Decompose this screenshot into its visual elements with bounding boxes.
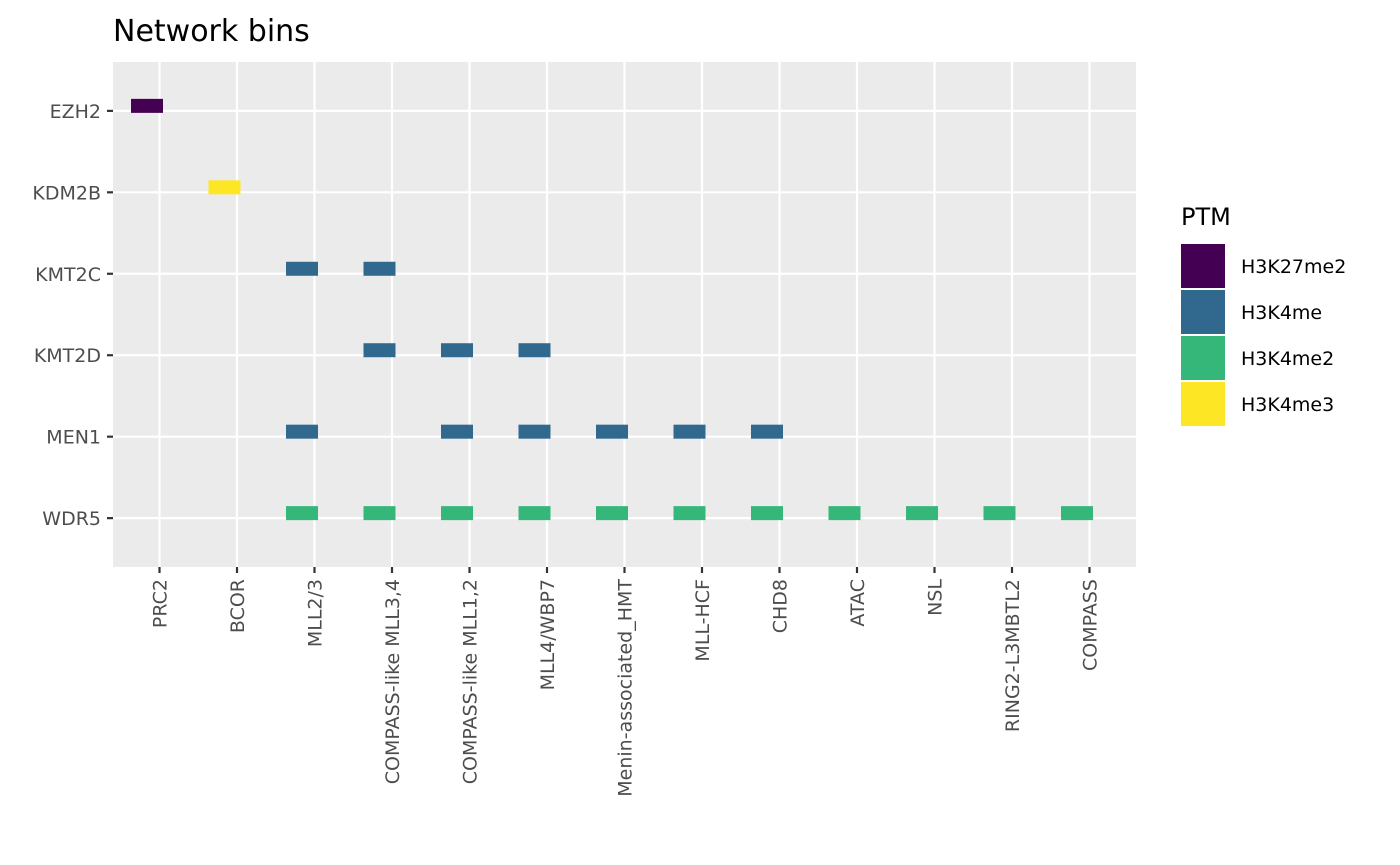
legend-label: H3K4me3 <box>1241 394 1334 416</box>
data-point <box>751 506 783 521</box>
y-axis: EZH2 KDM2B KMT2C KMT2D MEN1 WDR5 <box>32 101 113 530</box>
legend-key <box>1181 290 1225 334</box>
data-point <box>673 506 706 521</box>
data-points <box>131 98 1093 521</box>
data-point <box>441 506 473 521</box>
x-tick-label: COMPASS-like MLL3,4 <box>382 579 404 784</box>
y-tick-label: KMT2C <box>35 264 101 286</box>
x-tick-label: COMPASS-like MLL1,2 <box>460 579 482 784</box>
x-tick-label: ATAC <box>847 579 869 627</box>
legend-label: H3K4me2 <box>1241 348 1334 370</box>
data-point <box>363 506 396 521</box>
data-point <box>286 261 318 276</box>
legend-label: H3K27me2 <box>1241 256 1346 278</box>
data-point <box>518 343 551 358</box>
data-point <box>363 343 396 358</box>
x-tick-label: PRC2 <box>150 579 172 628</box>
y-tick-label: KDM2B <box>32 182 101 204</box>
x-tick-label: Menin-associated_HMT <box>615 579 637 797</box>
data-point <box>518 424 551 439</box>
x-tick-label: NSL <box>925 579 947 616</box>
legend-key <box>1181 382 1225 426</box>
x-axis: PRC2 BCOR MLL2/3 COMPASS-like MLL3,4 COMPASS… <box>150 567 1102 797</box>
x-tick-label: RING2-L3MBTL2 <box>1002 579 1024 732</box>
x-tick-label: MLL4/WBP7 <box>537 579 559 690</box>
data-point <box>906 506 938 521</box>
x-tick-label: COMPASS <box>1080 579 1102 671</box>
grid-lines <box>113 62 1136 567</box>
data-point <box>208 180 241 195</box>
data-point <box>673 424 706 439</box>
data-point <box>441 424 473 439</box>
data-point <box>596 424 628 439</box>
x-tick-label: MLL2/3 <box>305 579 327 647</box>
x-tick-label: BCOR <box>227 579 249 633</box>
chart-title: Network bins <box>113 14 310 49</box>
data-point <box>286 424 318 439</box>
legend-title: PTM <box>1181 203 1231 231</box>
data-point <box>286 506 318 521</box>
data-point <box>751 424 783 439</box>
data-point <box>1061 506 1093 521</box>
data-point <box>828 506 861 521</box>
y-tick-label: WDR5 <box>42 508 101 530</box>
legend-key <box>1181 244 1225 288</box>
y-tick-label: KMT2D <box>34 345 101 367</box>
data-point <box>441 343 473 358</box>
legend-key <box>1181 336 1225 380</box>
data-point <box>363 261 396 276</box>
legend: PTM H3K27me2 H3K4me H3K4me2 H3K4me3 <box>1181 203 1346 426</box>
x-tick-label: MLL-HCF <box>692 579 714 662</box>
data-point <box>518 506 551 521</box>
x-tick-label: CHD8 <box>770 579 792 633</box>
data-point <box>983 506 1016 521</box>
data-point <box>596 506 628 521</box>
y-tick-label: EZH2 <box>50 101 101 123</box>
y-tick-label: MEN1 <box>46 427 101 449</box>
data-point <box>131 98 163 113</box>
legend-label: H3K4me <box>1241 302 1322 324</box>
